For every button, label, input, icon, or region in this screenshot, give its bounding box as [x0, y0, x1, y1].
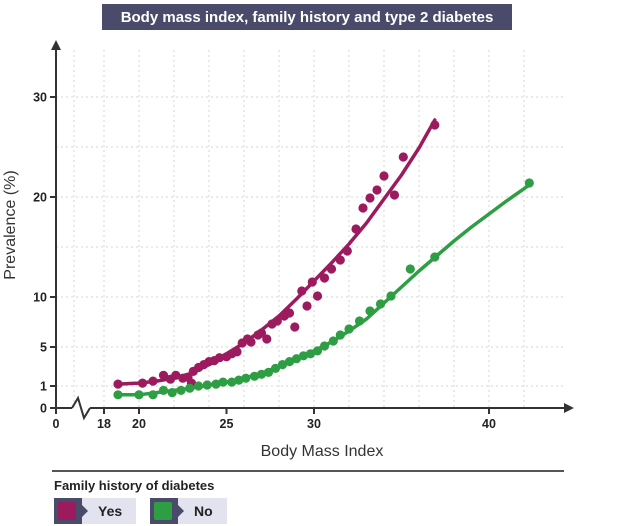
data-point-no: [234, 375, 244, 385]
data-point-yes: [351, 224, 361, 234]
y-axis-label: Prevalence (%): [2, 170, 19, 279]
data-point-no: [218, 377, 228, 387]
trend-line-yes: [116, 118, 437, 386]
data-point-yes: [358, 203, 368, 213]
trend-line-no: [116, 183, 532, 397]
x-axis-arrow-icon: [564, 403, 574, 413]
data-point-yes: [319, 273, 330, 283]
data-point-no: [185, 383, 195, 393]
chart-title: Body mass index, family history and type…: [102, 4, 512, 30]
data-point-yes: [398, 152, 408, 162]
data-point-no: [148, 390, 158, 400]
x-tick-label: 20: [132, 417, 146, 431]
x-axis-label: Body Mass Index: [261, 443, 384, 460]
x-tick-label: 0: [53, 417, 60, 431]
data-point-yes: [148, 376, 158, 386]
data-point-no: [524, 178, 534, 188]
y-tick-label: 20: [33, 191, 47, 205]
data-point-no: [405, 264, 415, 274]
data-point-yes: [246, 337, 256, 347]
y-tick-label: 1: [40, 380, 47, 394]
data-point-yes: [335, 255, 345, 265]
data-point-no: [270, 363, 281, 373]
data-point-no: [249, 371, 260, 381]
legend-item-yes: Yes: [54, 498, 137, 524]
x-tick-label: 18: [97, 417, 111, 431]
y-tick-label: 10: [33, 291, 47, 305]
data-point-no: [202, 380, 212, 390]
data-point-yes: [307, 277, 317, 287]
x-tick-label: 30: [307, 417, 321, 431]
x-tick-label: 25: [220, 417, 234, 431]
data-point-no: [312, 346, 323, 356]
legend-arrow-icon: [82, 505, 88, 517]
legend-divider: [52, 470, 564, 472]
legend-swatch-no: [154, 502, 172, 520]
legend-swatch-yes: [58, 502, 76, 520]
data-point-no: [176, 385, 186, 395]
data-point-no: [291, 354, 302, 364]
y-tick-label: 0: [40, 402, 47, 416]
data-point-yes: [297, 286, 307, 296]
data-point-no: [263, 367, 274, 377]
data-point-no: [305, 349, 316, 359]
data-point-no: [241, 373, 251, 383]
data-point-yes: [312, 291, 323, 301]
data-point-yes: [137, 378, 148, 388]
data-point-yes: [342, 246, 352, 256]
legend-label-yes: Yes: [82, 498, 137, 524]
data-point-yes: [302, 301, 312, 311]
legend-label-no: No: [178, 498, 227, 524]
y-axis-arrow-icon: [51, 40, 61, 50]
data-point-no: [335, 330, 345, 340]
data-point-yes: [272, 316, 282, 326]
data-point-no: [193, 381, 204, 391]
data-point-yes: [365, 193, 375, 203]
x-tick-label: 40: [482, 417, 496, 431]
x-axis-break-icon: [71, 395, 91, 421]
legend-item-no: No: [150, 498, 227, 524]
y-tick-label: 30: [33, 91, 47, 105]
legend-title: Family history of diabetes: [54, 478, 215, 493]
legend-swatch-frame: [150, 498, 184, 524]
data-point-yes: [256, 328, 267, 338]
data-point-yes: [430, 120, 440, 130]
data-point-yes: [171, 370, 181, 380]
data-point-yes: [113, 379, 123, 389]
data-point-yes: [379, 171, 389, 181]
data-point-yes: [372, 185, 382, 195]
data-point-no: [256, 369, 267, 379]
data-point-yes: [262, 334, 272, 344]
data-point-no: [344, 324, 354, 334]
data-point-no: [167, 388, 177, 398]
data-point-no: [430, 252, 440, 262]
data-point-yes: [290, 322, 300, 332]
data-point-yes: [326, 264, 337, 274]
data-point-no: [386, 291, 396, 301]
legend-arrow-icon: [178, 505, 184, 517]
data-point-no: [113, 390, 123, 400]
data-point-yes: [389, 190, 400, 200]
data-point-no: [284, 357, 295, 367]
data-point-yes: [158, 370, 169, 380]
data-point-no: [298, 351, 309, 361]
data-point-yes: [214, 353, 225, 363]
data-point-yes: [232, 347, 242, 357]
data-point-no: [227, 377, 237, 387]
data-point-no: [319, 341, 330, 351]
data-point-no: [354, 316, 365, 326]
data-point-no: [375, 299, 386, 309]
data-point-no: [134, 390, 144, 400]
chart-canvas: 0 1 5 10 20 30 0 18 20 25 30 40 Body Mass Index Preva…: [2, 40, 574, 460]
y-tick-label: 5: [40, 341, 47, 355]
data-point-no: [277, 360, 288, 370]
data-point-no: [328, 336, 338, 346]
data-point-yes: [284, 308, 295, 318]
data-point-no: [158, 385, 169, 395]
data-point-no: [211, 379, 221, 389]
data-point-no: [365, 306, 375, 316]
legend-swatch-frame: [54, 498, 88, 524]
